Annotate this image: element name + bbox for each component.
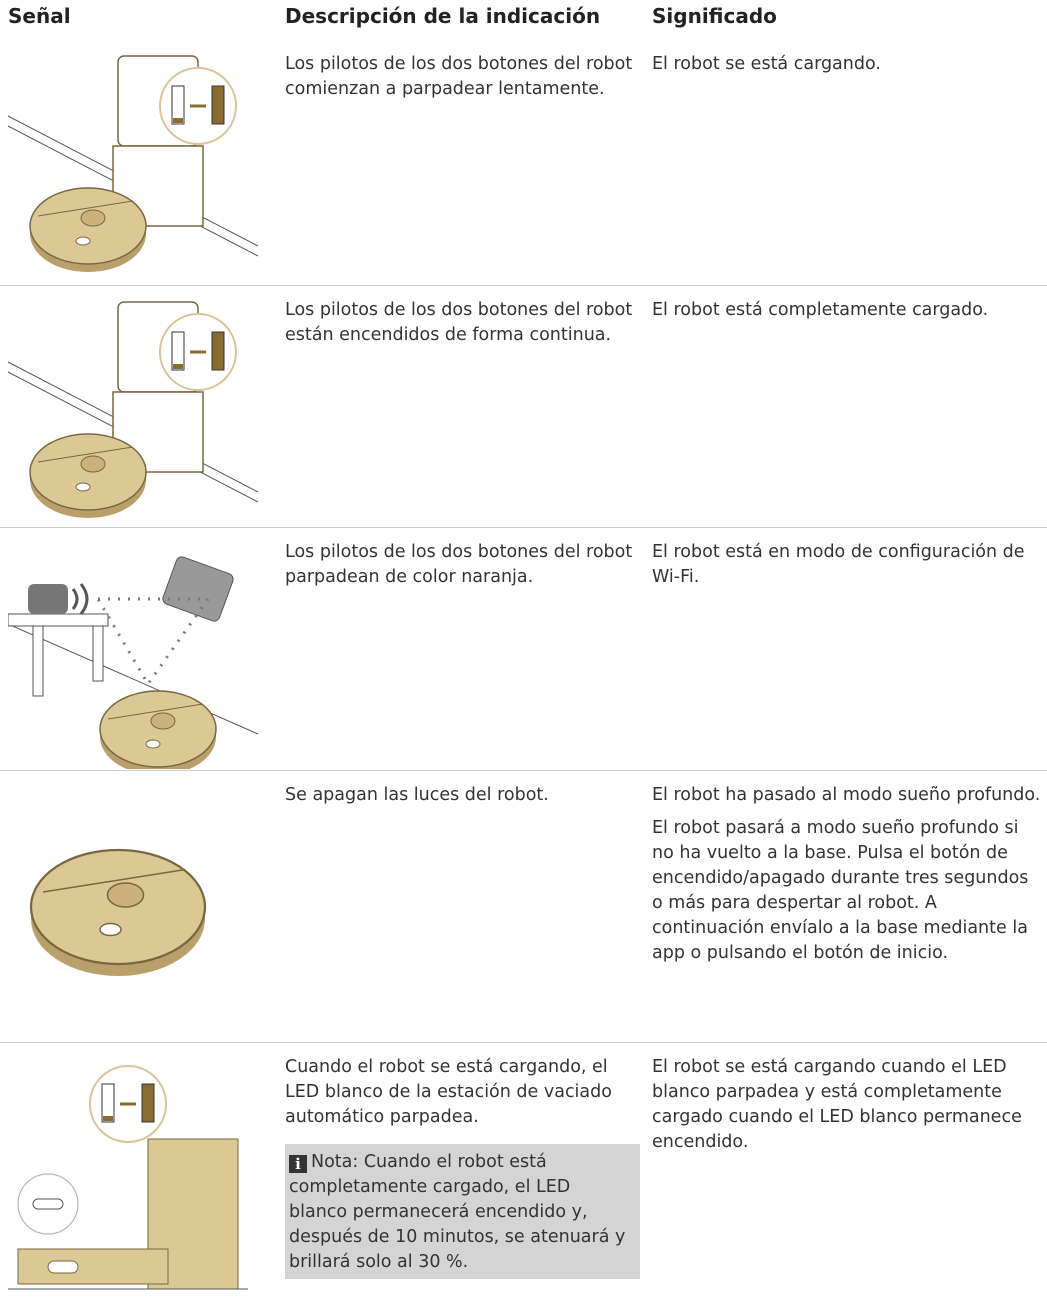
meaning: El robot está en modo de configuración d… [652,542,1025,587]
header-cell: Significado [652,4,777,28]
info-icon: i [289,1155,307,1173]
table-row: Los pilotos de los dos botones del robot… [0,527,1047,771]
description: Se apagan las luces del robot. [285,785,549,805]
table-row: Cuando el robot se está cargando, el LED… [0,1042,1047,1304]
meaning: El robot se está cargando. [652,54,881,74]
illustration [29,848,207,978]
note: Nota: Cuando el robot está completamente… [289,1152,626,1272]
illustration [8,556,259,769]
description: Los pilotos de los dos botones del robot… [285,542,633,587]
description: Cuando el robot se está cargando, el LED… [285,1057,612,1127]
table-row: Se apagan las luces del robot. El robot … [0,770,1047,1043]
table-row: Los pilotos de los dos botones del robot… [0,40,1047,285]
note-box: i Nota: Cuando el robot está completament… [285,1144,640,1279]
meaning: El robot pasará a modo sueño profundo si… [652,818,1029,963]
header-cell: Señal [8,4,71,28]
table-row: Los pilotos de los dos botones del robot… [0,285,1047,528]
description: Los pilotos de los dos botones del robot… [285,54,633,99]
illustration [8,55,259,273]
illustration [8,1064,248,1290]
illustration [8,301,259,519]
meaning: El robot ha pasado al modo sueño profund… [652,785,1041,805]
header-cell: Descripción de la indicación [285,4,601,28]
meaning: El robot se está cargando cuando el LED … [652,1057,1022,1152]
meaning: El robot está completamente cargado. [652,300,989,320]
description: Los pilotos de los dos botones del robot… [285,300,633,345]
